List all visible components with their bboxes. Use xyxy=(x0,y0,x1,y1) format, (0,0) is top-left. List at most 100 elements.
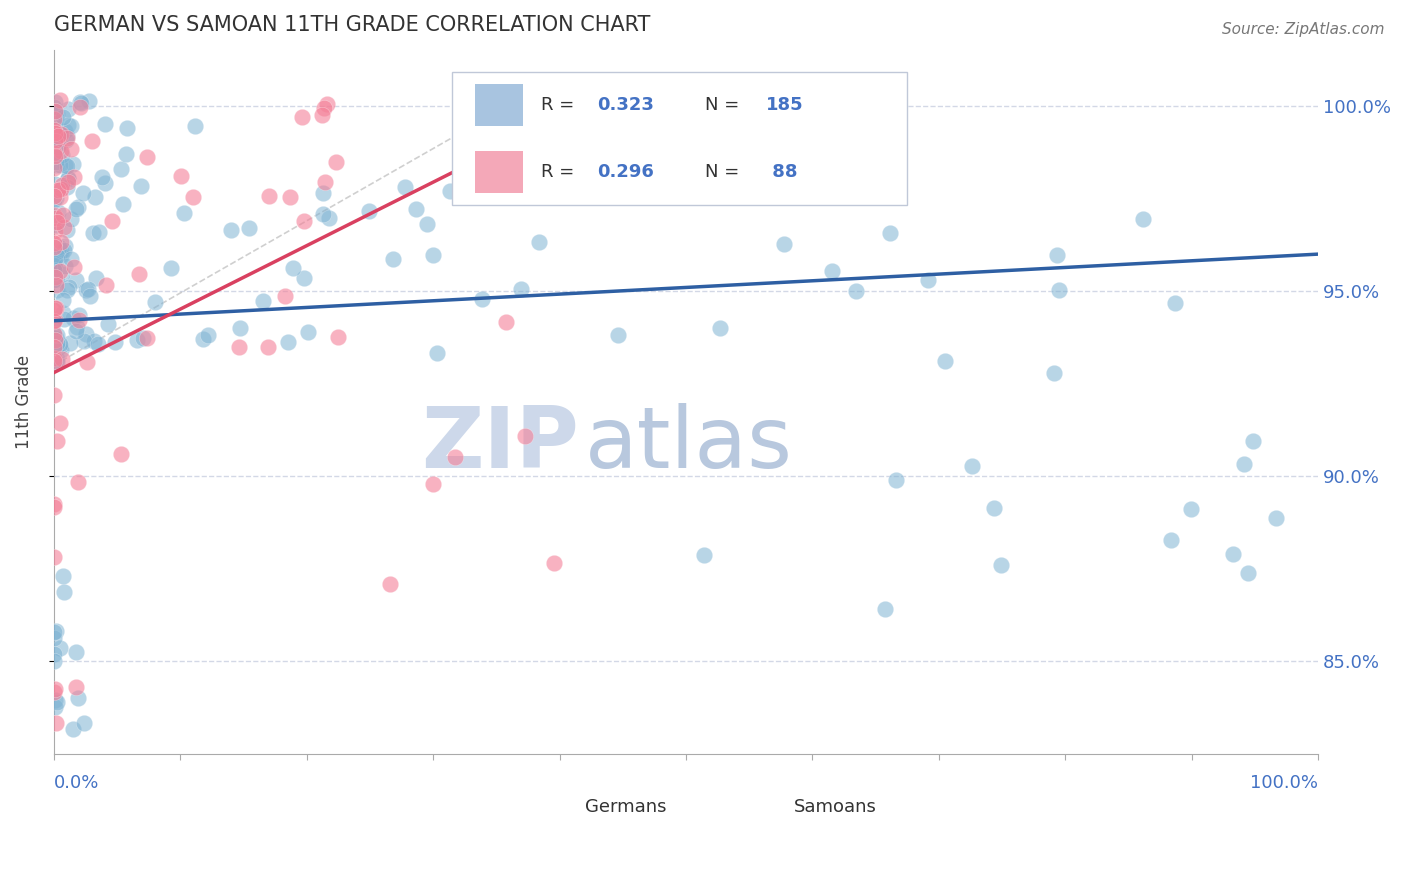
Point xyxy=(104,334,127,349)
Point xyxy=(219,223,242,237)
Point xyxy=(42,189,65,203)
Point xyxy=(52,111,75,125)
Point xyxy=(515,428,537,442)
Point xyxy=(63,260,86,275)
Point xyxy=(51,178,73,193)
Point xyxy=(45,301,67,315)
Point xyxy=(46,328,69,343)
Point xyxy=(111,196,134,211)
Point xyxy=(58,172,80,186)
Point xyxy=(46,129,69,144)
Text: Source: ZipAtlas.com: Source: ZipAtlas.com xyxy=(1222,22,1385,37)
Point xyxy=(56,223,79,237)
Point xyxy=(63,170,86,185)
Text: N =: N = xyxy=(704,163,745,181)
Point xyxy=(160,261,183,276)
Point xyxy=(42,259,65,273)
Text: ZIP: ZIP xyxy=(420,403,578,486)
Point xyxy=(422,477,444,491)
Point xyxy=(439,185,461,199)
Point xyxy=(527,235,550,249)
Point xyxy=(51,144,73,158)
Point xyxy=(314,175,336,189)
Point xyxy=(382,252,405,266)
Point xyxy=(65,324,87,338)
Point xyxy=(53,124,76,138)
Point xyxy=(44,333,66,347)
Point xyxy=(76,355,98,369)
Point xyxy=(183,119,205,133)
Point xyxy=(51,147,73,161)
Point xyxy=(45,104,67,119)
Point xyxy=(45,335,67,350)
Point xyxy=(132,331,155,345)
Point xyxy=(394,179,416,194)
Point xyxy=(277,335,299,350)
Point xyxy=(67,475,90,489)
Point xyxy=(318,211,340,225)
Point xyxy=(1160,533,1182,548)
Point xyxy=(44,331,66,345)
Point xyxy=(183,189,205,203)
Point xyxy=(44,117,66,131)
Point xyxy=(59,335,82,350)
Point xyxy=(46,340,69,354)
Point xyxy=(97,318,120,332)
Point xyxy=(90,169,112,184)
Point xyxy=(49,343,72,357)
Point xyxy=(325,155,347,169)
Point xyxy=(125,333,148,347)
Point xyxy=(46,107,69,121)
Point xyxy=(115,147,138,161)
Point xyxy=(49,158,72,172)
Point xyxy=(44,353,66,368)
Point xyxy=(42,340,65,354)
Point xyxy=(1180,502,1202,516)
Point xyxy=(79,289,101,303)
Text: R =: R = xyxy=(540,163,579,181)
Point xyxy=(45,695,67,709)
Point xyxy=(51,351,73,366)
Point xyxy=(405,202,427,217)
Point xyxy=(357,204,380,219)
Point xyxy=(44,143,66,157)
Point xyxy=(110,162,132,177)
Point xyxy=(44,550,66,565)
Point xyxy=(45,716,67,731)
Point xyxy=(252,293,274,308)
Point xyxy=(44,654,66,668)
Bar xyxy=(453,71,907,205)
Point xyxy=(278,190,301,204)
Point xyxy=(42,144,65,158)
Point xyxy=(46,339,69,353)
Point xyxy=(56,102,79,116)
Bar xyxy=(509,793,572,824)
Point xyxy=(77,94,100,108)
Point xyxy=(173,206,195,220)
Point xyxy=(77,282,100,296)
Point xyxy=(94,117,117,131)
Point xyxy=(51,235,73,250)
Point xyxy=(56,180,79,194)
Point xyxy=(52,306,75,320)
Point xyxy=(471,292,494,306)
Point xyxy=(44,149,66,163)
Point xyxy=(257,340,280,354)
Point xyxy=(69,96,91,111)
Point xyxy=(56,283,79,297)
Point xyxy=(49,641,72,656)
Point xyxy=(49,248,72,262)
Point xyxy=(44,693,66,707)
Point xyxy=(1046,248,1069,262)
Point xyxy=(45,215,67,229)
Point xyxy=(821,264,844,278)
Point xyxy=(46,137,69,152)
Point xyxy=(44,95,66,110)
Point xyxy=(169,169,191,184)
Point xyxy=(65,202,87,216)
Point xyxy=(42,387,65,401)
Point xyxy=(67,312,90,326)
Point xyxy=(42,624,65,639)
Point xyxy=(45,277,67,292)
Point xyxy=(51,127,73,141)
